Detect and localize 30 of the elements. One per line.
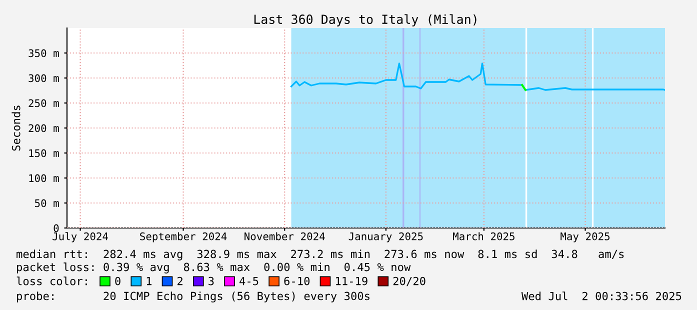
legend-label: 2 <box>178 276 182 286</box>
legend-label: 6-10 <box>284 276 310 286</box>
y-tick-label: 300 m <box>28 74 59 82</box>
y-tick-label: 350 m <box>28 49 59 58</box>
legend-label: 11-19 <box>336 276 368 286</box>
text: Wed Jul 2 00:33:56 2025 <box>521 292 682 300</box>
x-tick-label: March 2025 <box>453 232 514 240</box>
x-tick-label: January 2025 <box>348 232 423 242</box>
legend-label: 3 <box>208 276 214 286</box>
y-tick-label: 150 m <box>29 149 59 158</box>
legend-label: 1 <box>146 276 152 286</box>
x-tick-label: May 2025 <box>560 232 610 242</box>
legend-label: 0 <box>115 276 120 286</box>
legend-label: 20/20 <box>393 276 426 286</box>
y-tick-label: 200 m <box>28 124 59 132</box>
legend-title: loss color: <box>16 276 87 286</box>
y-axis-title: Seconds <box>12 106 20 151</box>
line-series <box>290 62 665 91</box>
legend-label: 4-5 <box>240 276 258 286</box>
x-tick-label: September 2024 <box>140 232 227 242</box>
text: probe: 20 ICMP Echo Pings (56 Bytes) every 300s <box>17 292 370 302</box>
text: packet loss: 0.39 % avg 8.63 % max 0.00 % min 0.45 % now <box>17 262 411 274</box>
x-tick-label: November 2024 <box>244 232 325 240</box>
y-tick-label: 100 m <box>29 174 59 182</box>
y-tick-label: 50 m <box>35 199 59 208</box>
chart-title: Last 360 Days to Italy (Milan) <box>254 14 476 26</box>
y-tick-label: 250 m <box>28 99 59 108</box>
text: median rtt: 282.4 ms avg 328.9 ms max 273.2 ms min 273.6 ms now 8.1 ms sd 34.8 am/s <box>16 250 624 260</box>
x-tick-label: July 2024 <box>52 232 108 242</box>
y-tick-label: 0 <box>54 224 59 232</box>
